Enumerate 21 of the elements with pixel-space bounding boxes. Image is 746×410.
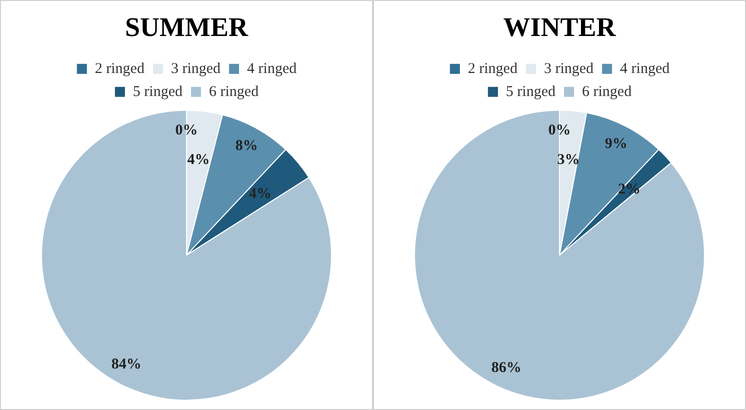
legend-label: 5 ringed — [506, 84, 556, 100]
legend-label: 5 ringed — [132, 84, 183, 100]
text: 0% — [175, 122, 198, 138]
legend-label: 2 ringed — [94, 60, 145, 77]
data-label: 84% — [111, 356, 142, 372]
text: 0% — [548, 122, 571, 138]
legend-label: 3 ringed — [544, 60, 594, 77]
legend-label: 4 ringed — [620, 60, 670, 77]
data-label: 3% — [557, 152, 580, 168]
data-label: 8% — [235, 138, 258, 154]
legend-label: 3 ringed — [170, 60, 222, 77]
data-label: 86% — [491, 360, 522, 376]
chart-title: SUMMER — [125, 12, 248, 42]
legend-label: 2 ringed — [468, 60, 518, 77]
legend-label: 4 ringed — [247, 60, 298, 77]
data-label: 9% — [604, 136, 628, 152]
legend-label: 6 ringed — [209, 84, 260, 100]
data-label: 4% — [248, 186, 272, 202]
data-label: 4% — [187, 152, 210, 168]
chart-title: WINTER — [503, 12, 616, 42]
legend-label: 6 ringed — [582, 84, 632, 100]
